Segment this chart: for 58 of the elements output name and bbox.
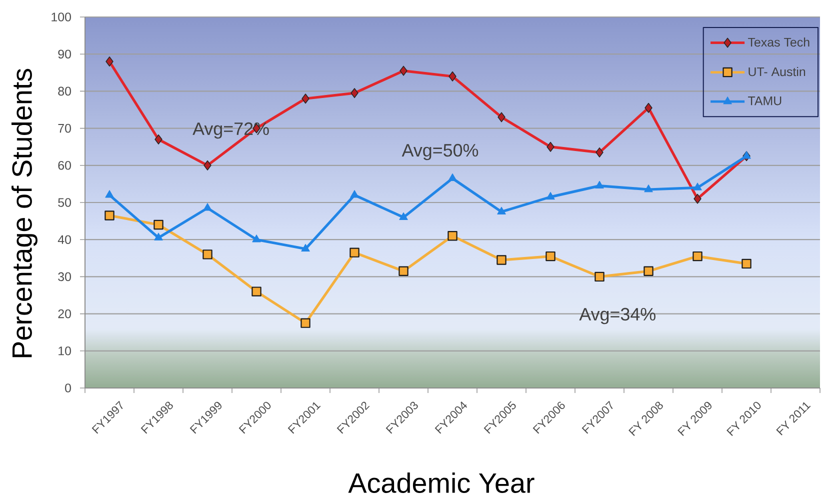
point — [154, 232, 163, 240]
point — [399, 212, 408, 220]
point — [546, 251, 556, 262]
point — [252, 234, 261, 242]
point — [301, 244, 310, 252]
point — [596, 147, 604, 158]
point — [448, 231, 458, 241]
y-tick-label: 50 — [58, 198, 71, 207]
y-tick-label: 80 — [58, 86, 71, 96]
point — [692, 251, 702, 262]
y-tick-label: 40 — [58, 235, 71, 244]
point — [497, 206, 506, 214]
legend-label: Texas Tech — [748, 37, 810, 47]
point — [203, 203, 212, 211]
point — [400, 66, 408, 76]
point — [595, 180, 604, 188]
y-tick-label: 100 — [52, 12, 71, 22]
legend-label: TAMU — [748, 96, 782, 106]
y-tick-label: 60 — [58, 160, 71, 170]
y-tick-label: 10 — [58, 346, 71, 356]
legend-label: UT- Austin — [748, 67, 806, 76]
y-tick-label: 70 — [58, 124, 71, 133]
point — [448, 173, 457, 182]
point — [498, 112, 506, 122]
annotation: Avg=50% — [402, 144, 478, 160]
point — [594, 272, 604, 282]
point — [694, 194, 702, 204]
point — [350, 88, 358, 98]
point — [546, 192, 555, 200]
point — [252, 286, 262, 296]
point — [302, 94, 310, 104]
point — [693, 182, 702, 190]
point — [350, 248, 360, 258]
point — [204, 160, 212, 170]
point — [644, 266, 654, 276]
annotation: Avg=34% — [579, 308, 656, 324]
point — [742, 151, 751, 159]
y-tick-label: 0 — [65, 384, 71, 392]
point — [104, 210, 114, 220]
y-axis-title: Percentage of Students — [11, 68, 38, 358]
point — [106, 56, 114, 67]
point — [644, 184, 653, 192]
point — [105, 190, 114, 198]
y-tick-label: 20 — [58, 309, 71, 318]
point — [154, 220, 164, 230]
point — [350, 190, 359, 198]
point — [546, 142, 554, 152]
x-axis-title: Academic Year — [348, 472, 534, 493]
y-tick-label: 90 — [58, 50, 71, 59]
point — [398, 266, 408, 276]
point — [202, 250, 212, 260]
y-tick-label: 30 — [58, 272, 71, 282]
point — [742, 258, 752, 269]
point — [644, 102, 652, 113]
point — [496, 255, 506, 265]
point — [448, 71, 456, 82]
point — [300, 318, 310, 328]
point — [154, 134, 162, 144]
